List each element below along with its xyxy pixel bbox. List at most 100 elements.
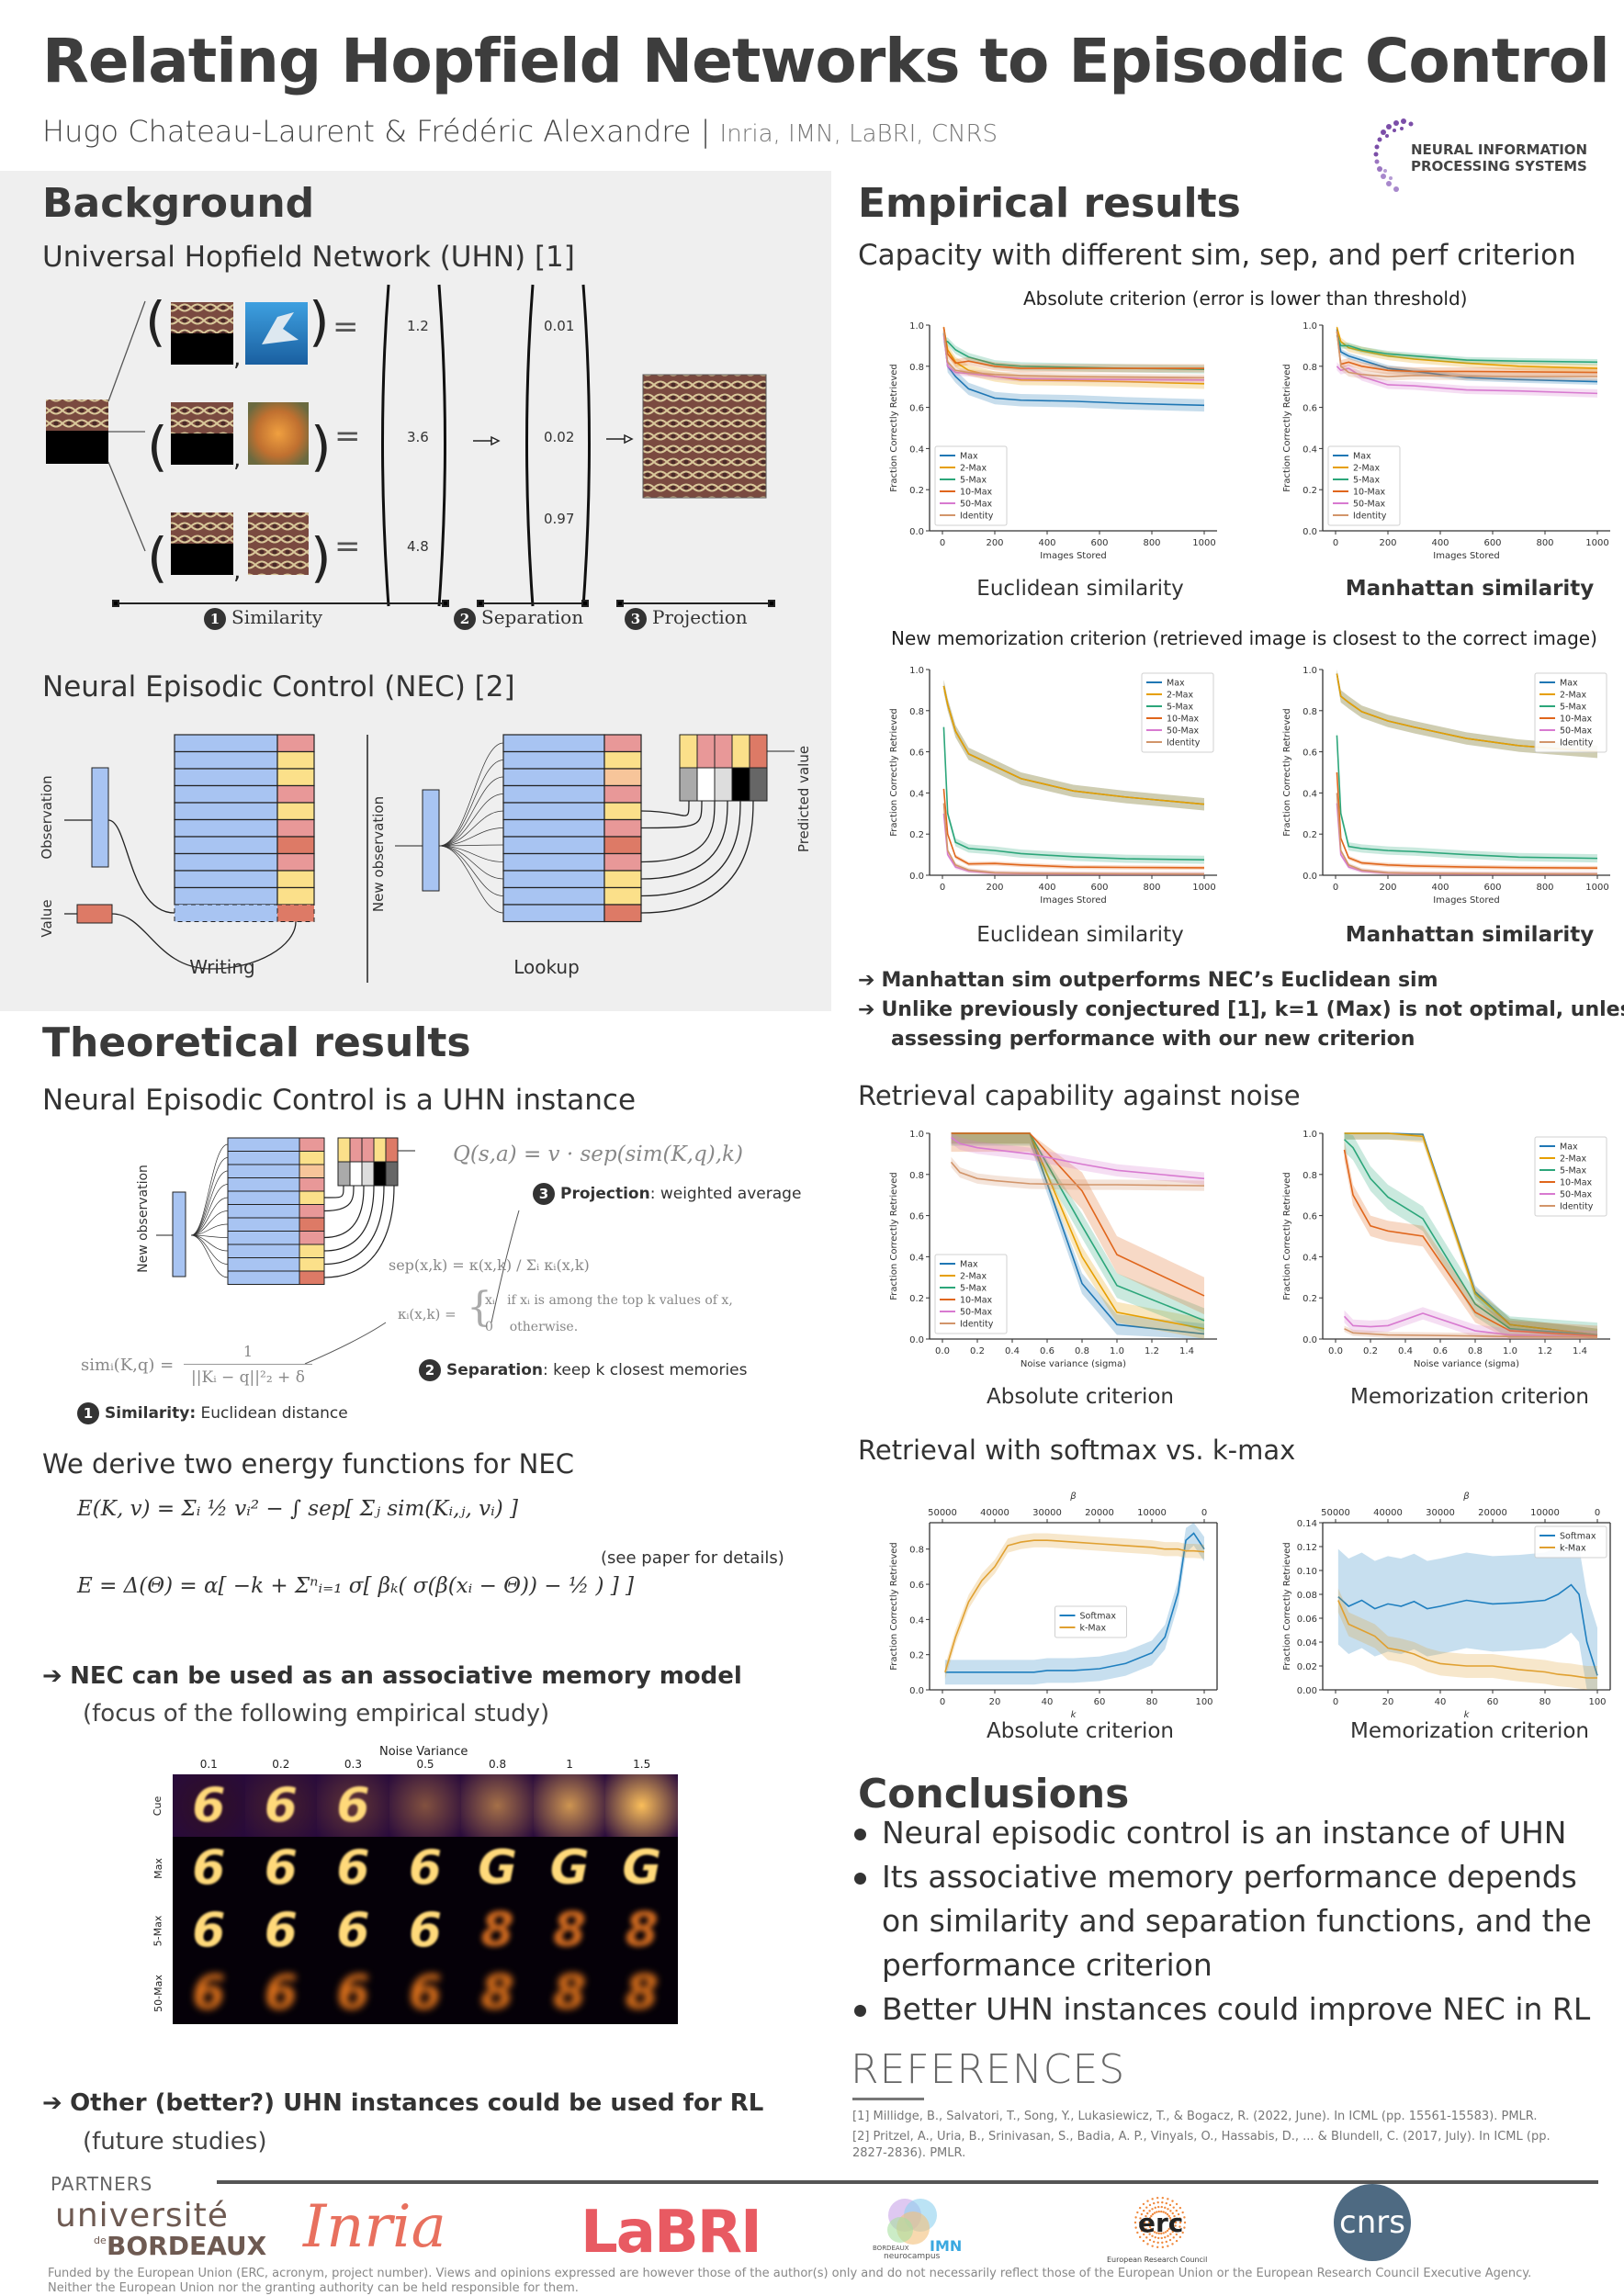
memory-key-cell	[502, 802, 605, 821]
erc-dot	[1161, 2196, 1165, 2200]
digit-glyph: 6	[336, 1965, 370, 2020]
conclusion-item: Better UHN instances could improve NEC i…	[854, 1987, 1592, 2032]
stage-projection: 3 Projection	[625, 606, 748, 630]
erc-dot	[1146, 2200, 1149, 2202]
similarity-link	[438, 845, 504, 880]
ubx-bottom: BORDEAUX	[107, 2231, 267, 2261]
x-tick-label: 400	[1038, 883, 1055, 893]
theory-conclusion-2-sub: (future studies)	[83, 2128, 267, 2155]
conclusion-item: Its associative memory performance depen…	[854, 1855, 1592, 1899]
observation-label: Observation	[39, 775, 55, 859]
series-line-2-max	[942, 685, 1205, 805]
top-k-weight-cell	[385, 1161, 399, 1187]
digit-reconstruction: 6	[244, 1899, 318, 1962]
digit-reconstruction: G	[461, 1837, 534, 1899]
series-line-50-max	[1336, 366, 1598, 395]
digit-glyph: 8	[625, 1903, 659, 1958]
memory-value-cell	[276, 870, 315, 889]
series-line-5-max	[1336, 334, 1598, 364]
erc-dot	[1156, 2200, 1159, 2204]
y-tick-label: 0.2	[909, 1651, 924, 1661]
legend-label: 50-Max	[1560, 726, 1593, 737]
top-k-link	[323, 1185, 365, 1239]
x-tick-label: 80	[1146, 1697, 1158, 1707]
y-tick-label: 0.0	[909, 527, 924, 537]
memory-key-cell	[227, 1164, 300, 1178]
erc-dot	[1151, 2198, 1154, 2200]
erc-dot	[1179, 2221, 1182, 2224]
new-value-cell	[276, 904, 315, 922]
query-arrows	[107, 300, 146, 552]
similarity-link	[190, 1170, 229, 1236]
imn-text: IMN	[930, 2237, 963, 2255]
erc-dot	[1139, 2217, 1142, 2220]
erc-dots-icon	[1133, 2196, 1187, 2249]
digit-glyph: 6	[264, 1840, 298, 1896]
series-band-2-max	[1336, 325, 1597, 373]
erc-dot	[1166, 2229, 1169, 2233]
x-axis-label: k	[1071, 1710, 1077, 1720]
erc-dot	[1171, 2243, 1174, 2245]
see-paper-note: (see paper for details)	[601, 1548, 784, 1568]
erc-dot	[1169, 2221, 1173, 2224]
chart-noise-memorization: 0.0 0.2 0.4 0.6 0.8 1.0 0.0 0.2 0.4 0.6 0.8 1.0 1.2 1…	[1282, 1130, 1610, 1369]
memory-value-cell	[603, 904, 642, 923]
erc-dot	[1145, 2214, 1147, 2218]
legend-box	[1141, 672, 1214, 753]
mem-criterion-title: New memorization criterion (retrieved im…	[891, 627, 1597, 649]
series-line-10-max	[1336, 771, 1598, 869]
finding-text: Manhattan sim outperforms NEC’s Euclidea…	[881, 969, 1438, 992]
y-tick-label: 0.6	[1303, 1212, 1317, 1222]
memory-key-cell	[174, 818, 278, 838]
erc-dot	[1167, 2245, 1169, 2247]
x-tick-label: 0.6	[1433, 1346, 1448, 1356]
top-k-value-cell	[361, 1137, 375, 1163]
y-tick-label: 0.2	[1303, 486, 1317, 496]
erc-dot	[1140, 2212, 1144, 2216]
series-band-softmax	[944, 1523, 1204, 1685]
top-k-value-cell	[373, 1137, 387, 1163]
y-tick-label: 1.0	[909, 321, 924, 332]
similarity-link	[438, 810, 504, 847]
erc-dot	[1168, 2225, 1172, 2229]
legend-label: 50-Max	[1167, 726, 1200, 737]
new-key-cell	[174, 904, 278, 922]
legend-label: Max	[1560, 1142, 1578, 1153]
y-tick-label: 0.6	[1303, 748, 1317, 759]
y-tick-label: 0.0	[1303, 1335, 1317, 1345]
erc-dot	[1169, 2210, 1172, 2212]
y-axis-label: Fraction Correctly Retrieved	[889, 1172, 899, 1300]
legend-label: 2-Max	[1560, 691, 1586, 701]
noise-row-label-text: 5-Max	[152, 1915, 164, 1946]
kappa-case-1: xᵢ if xᵢ is among the top k values of x,	[485, 1293, 733, 1308]
conclusion-item-cont: performance criterion	[882, 1947, 1212, 1983]
erc-dot	[1166, 2212, 1169, 2216]
y-tick-label: 0.2	[909, 830, 924, 840]
theory-conclusion-1: ➔ NEC can be used as an associative memo…	[42, 1658, 742, 1694]
x-tick-label: 40	[1435, 1697, 1447, 1707]
new-observation-label: New observation	[370, 796, 387, 912]
projection-label: Projection	[560, 1185, 650, 1203]
y-tick-label: 0.6	[1303, 404, 1317, 414]
memory-value-cell	[276, 734, 315, 753]
erc-dot	[1153, 2231, 1156, 2234]
neurips-logo: NEURAL INFORMATION PROCESSING SYSTEMS	[1369, 116, 1607, 198]
series-line-identity	[942, 331, 1205, 378]
neurips-line1: NEURAL INFORMATION	[1411, 141, 1588, 158]
funding-disclaimer: Funded by the European Union (ERC, acron…	[48, 2267, 1609, 2296]
conclusions-heading: Conclusions	[858, 1771, 1130, 1818]
digit-glyph: 6	[408, 1965, 443, 2020]
series-band-50-max	[1336, 362, 1597, 398]
digit-reconstruction: 6	[389, 1962, 462, 2024]
noise-row-label-text: 50-Max	[152, 1974, 164, 2012]
series-band-5-max	[1336, 731, 1597, 863]
digit-glyph: 6	[408, 1903, 443, 1958]
chart-mem-euclidean: 0.0 0.2 0.4 0.6 0.8 1.0 0 200 400 600 800 1000 Image…	[889, 666, 1217, 906]
erc-dot	[1157, 2232, 1160, 2235]
x-tick-label: 0	[1333, 883, 1338, 893]
y-tick-label: 0.4	[909, 789, 924, 799]
noise-row-label: Max	[147, 1837, 169, 1899]
stage-bars	[112, 600, 775, 607]
query-image	[46, 400, 108, 464]
